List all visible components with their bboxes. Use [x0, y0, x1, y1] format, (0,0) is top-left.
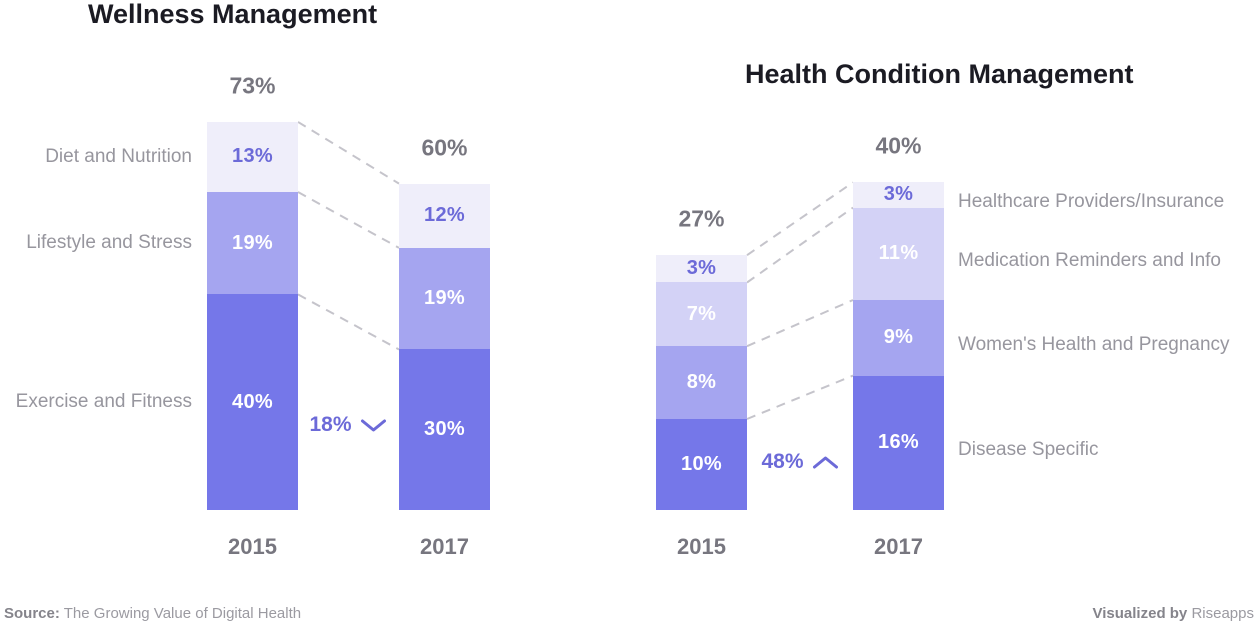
wellness-chart-title: Wellness Management — [88, 0, 378, 29]
bar-2015: 13% 19% 40% — [207, 121, 298, 510]
bar-segment: 12% — [399, 183, 490, 248]
segment-value-label: 7% — [686, 302, 717, 325]
category-label: Disease Specific — [958, 438, 1099, 460]
category-label: Lifestyle and Stress — [26, 232, 192, 254]
segment-value-label: 9% — [883, 326, 914, 349]
bar-2017: 3% 11% 9% 16% — [853, 182, 944, 510]
visualized-by-text: Riseapps — [1191, 605, 1254, 622]
source-label: Source: — [4, 605, 60, 622]
bar-segment: 19% — [207, 191, 298, 295]
category-label: Women's Health and Pregnancy — [958, 333, 1230, 355]
category-label: Medication Reminders and Info — [958, 249, 1221, 271]
category-label: Healthcare Providers/Insurance — [958, 191, 1225, 212]
bar-segment: 13% — [207, 121, 298, 192]
source-text: The Growing Value of Digital Health — [63, 605, 302, 622]
total-value-label: 40% — [875, 132, 922, 159]
bar-segment: 3% — [853, 182, 944, 208]
decrease-chevron-icon — [361, 419, 387, 431]
segment-value-label: 19% — [424, 287, 465, 310]
year-axis-label: 2017 — [420, 534, 469, 559]
bar-segment: 40% — [207, 294, 298, 510]
bar-segment: 9% — [853, 299, 944, 376]
bar-segment: 19% — [399, 247, 490, 350]
bar-segment: 30% — [399, 349, 490, 510]
segment-value-label: 3% — [686, 257, 717, 280]
change-indicator: 18% — [309, 413, 387, 437]
category-label: Diet and Nutrition — [45, 145, 192, 167]
segment-value-label: 10% — [681, 452, 722, 475]
change-value-label: 18% — [309, 413, 352, 436]
segment-value-label: 3% — [883, 183, 914, 206]
segment-value-label: 8% — [686, 371, 717, 394]
segment-value-label: 11% — [878, 242, 919, 265]
visualized-by-label: Visualized by — [1092, 605, 1188, 622]
segment-value-label: 13% — [232, 145, 273, 168]
source-credit: Source: The Growing Value of Digital Hea… — [4, 605, 301, 622]
visualized-credit: Visualized by Riseapps — [1093, 605, 1254, 622]
segment-value-label: 40% — [232, 390, 273, 413]
bar-segment: 16% — [853, 375, 944, 510]
bar-2015: 3% 7% 8% 10% — [656, 255, 747, 510]
segment-value-label: 12% — [424, 204, 465, 227]
health-condition-chart-title: Health Condition Management — [745, 59, 1134, 89]
year-axis-label: 2017 — [874, 534, 923, 559]
bar-segment: 10% — [656, 418, 747, 510]
bar-segment: 7% — [656, 282, 747, 347]
year-axis-label: 2015 — [228, 534, 277, 559]
category-label: Exercise and Fitness — [15, 391, 192, 413]
total-value-label: 27% — [678, 205, 725, 232]
bar-segment: 11% — [853, 207, 944, 300]
bar-segment: 8% — [656, 346, 747, 419]
total-value-label: 73% — [229, 72, 276, 99]
change-value-label: 48% — [761, 450, 804, 473]
bar-2017: 12% 19% 30% — [399, 183, 490, 510]
year-axis-label: 2015 — [677, 534, 726, 559]
increase-chevron-icon — [813, 456, 839, 468]
total-value-label: 60% — [421, 134, 468, 161]
segment-value-label: 19% — [232, 231, 273, 254]
segment-value-label: 16% — [878, 431, 919, 454]
bar-segment: 3% — [656, 255, 747, 283]
segment-value-label: 30% — [424, 418, 465, 441]
change-indicator: 48% — [761, 450, 839, 474]
